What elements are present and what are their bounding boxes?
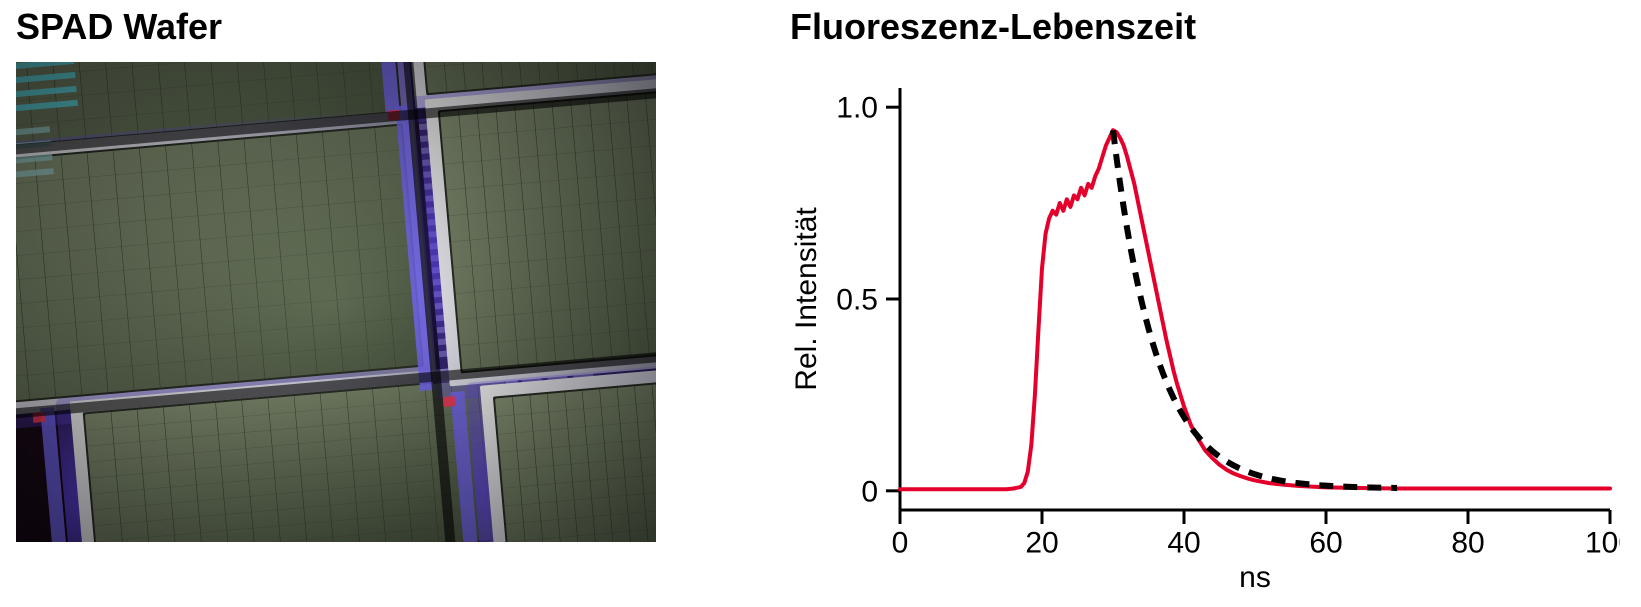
left-panel-title: SPAD Wafer <box>16 6 222 48</box>
fluorescence-lifetime-chart: 0 20 40 60 80 100 0 0.5 1.0 ns Rel. Intensität <box>790 70 1620 590</box>
y-axis-label: Rel. Intensität <box>790 207 823 391</box>
spad-wafer-image <box>16 62 656 542</box>
x-tick-label: 0 <box>892 527 909 560</box>
figure-root: SPAD Wafer Fluoreszenz-Lebenszeit 0 20 40 6… <box>0 0 1641 607</box>
x-tick-label: 60 <box>1309 527 1342 560</box>
x-tick-label: 40 <box>1167 527 1200 560</box>
fluorescence-chart-svg: 0 20 40 60 80 100 0 0.5 1.0 ns Rel. Intensität <box>790 70 1620 590</box>
x-tick-label: 80 <box>1451 527 1484 560</box>
y-tick-label: 1.0 <box>836 92 878 125</box>
x-tick-label: 20 <box>1025 527 1058 560</box>
x-tick-label: 100 <box>1585 527 1620 560</box>
right-panel-title: Fluoreszenz-Lebenszeit <box>790 6 1196 48</box>
y-tick-label: 0 <box>861 475 878 508</box>
y-tick-label: 0.5 <box>836 284 878 317</box>
spad-wafer-svg <box>16 62 656 542</box>
x-axis-label: ns <box>1239 561 1271 590</box>
